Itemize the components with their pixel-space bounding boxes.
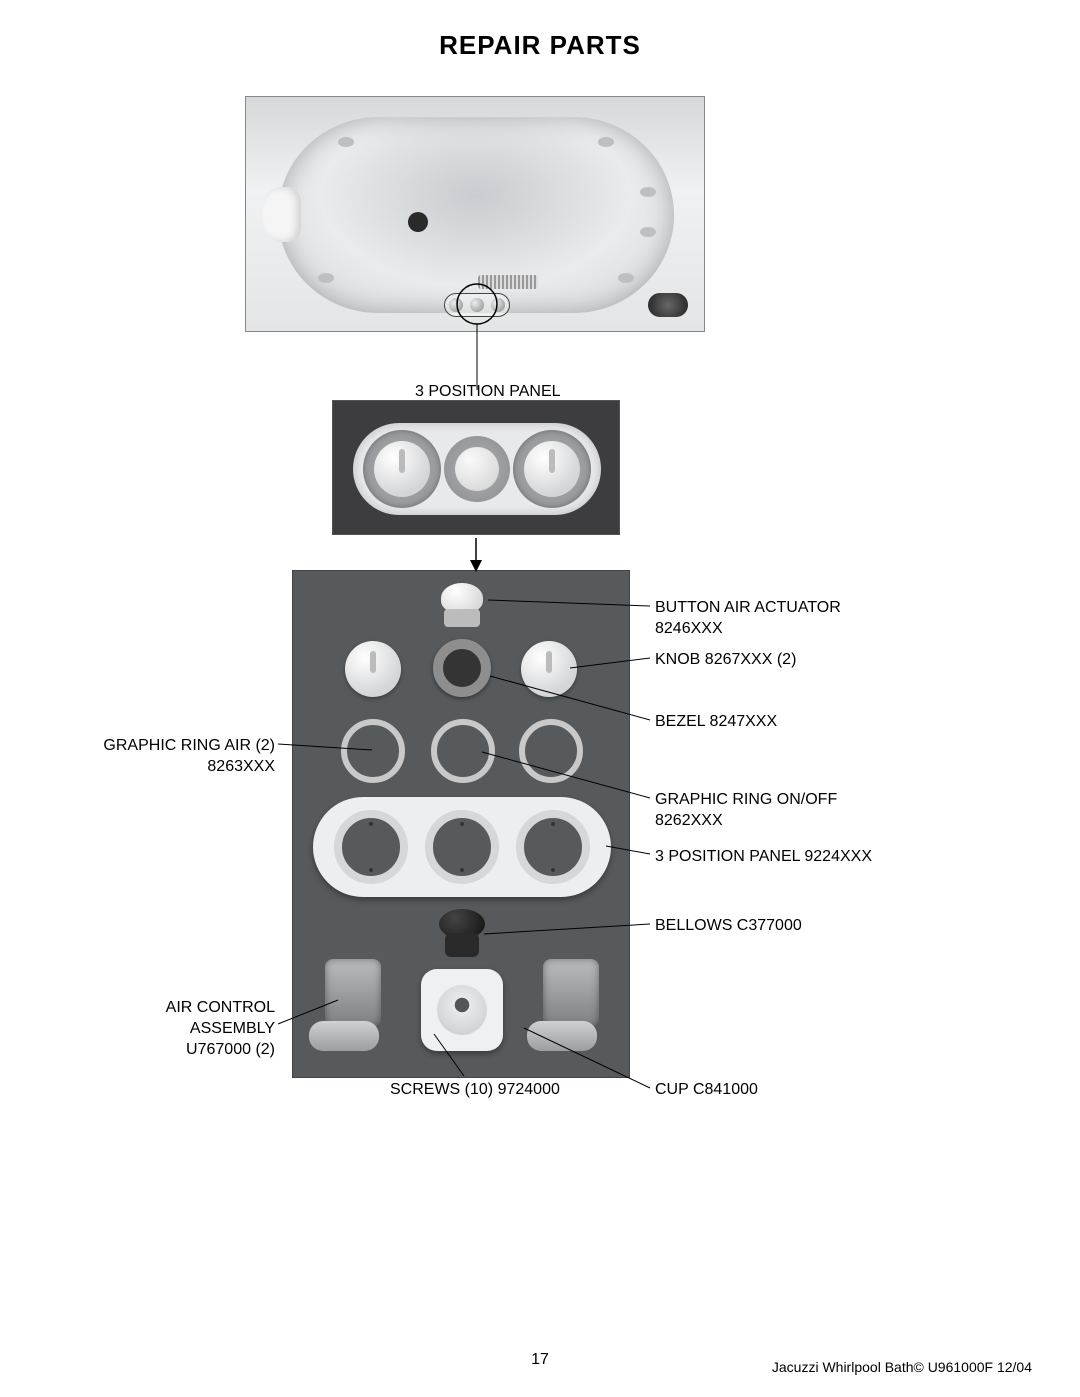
part-knob-right: [521, 641, 577, 697]
label-air-control-assembly: AIR CONTROL ASSEMBLY U767000 (2): [90, 998, 275, 1060]
footer-right: Jacuzzi Whirlpool Bath© U961000F 12/04: [772, 1359, 1032, 1375]
label-position-panel-top: 3 POSITION PANEL: [415, 382, 561, 403]
part-air-control-right: [527, 959, 615, 1055]
tub-control-panel-icon: [444, 293, 510, 317]
label-button-air-actuator: BUTTON AIR ACTUATOR 8246XXX: [655, 598, 841, 640]
label-knob: KNOB 8267XXX (2): [655, 650, 796, 671]
part-graphic-ring-3: [519, 719, 583, 783]
part-cup: [421, 969, 503, 1051]
part-button-air-actuator: [441, 583, 483, 629]
part-air-control-left: [309, 959, 397, 1055]
label-screws: SCREWS (10) 9724000: [390, 1080, 560, 1101]
page-title: REPAIR PARTS: [0, 30, 1080, 61]
label-graphic-ring-onoff: GRAPHIC RING ON/OFF 8262XXX: [655, 790, 837, 832]
control-panel-closeup: [332, 400, 620, 535]
part-graphic-ring-1: [341, 719, 405, 783]
part-knob-left: [345, 641, 401, 697]
part-3-position-panel: [313, 797, 611, 897]
part-bellows: [439, 909, 485, 959]
tub-photo: [245, 96, 705, 332]
label-graphic-ring-air: GRAPHIC RING AIR (2) 8263XXX: [90, 736, 275, 778]
label-cup: CUP C841000: [655, 1080, 758, 1101]
part-bezel: [433, 639, 491, 697]
label-bezel: BEZEL 8247XXX: [655, 712, 777, 733]
label-bellows: BELLOWS C377000: [655, 916, 802, 937]
exploded-parts-board: [292, 570, 630, 1078]
part-graphic-ring-2: [431, 719, 495, 783]
label-three-pos-panel: 3 POSITION PANEL 9224XXX: [655, 847, 872, 868]
